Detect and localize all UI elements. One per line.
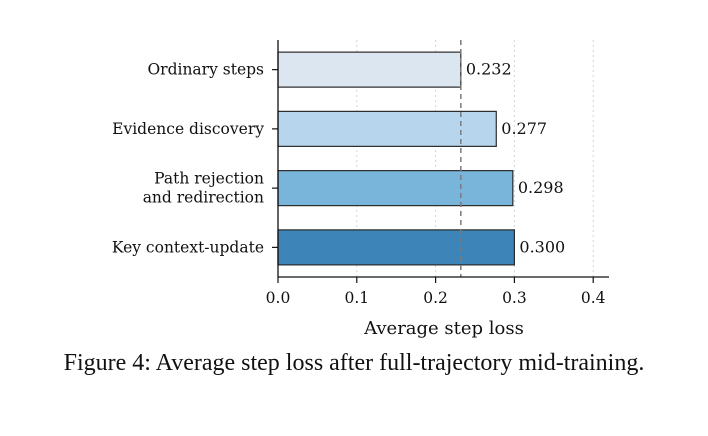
figure-caption: Figure 4: Average step loss after full-t… xyxy=(63,350,645,376)
x-tick-label-4: 0.4 xyxy=(581,289,606,307)
category-label-line: Evidence discovery xyxy=(112,120,264,138)
value-label-2: 0.298 xyxy=(518,178,564,197)
value-label-0: 0.232 xyxy=(466,60,512,79)
x-axis-title: Average step loss xyxy=(363,318,524,339)
labels: 0.232 Ordinary steps 0.277 Evidence discove… xyxy=(112,60,606,307)
value-label-3: 0.300 xyxy=(519,237,565,256)
category-label-0: Ordinary steps xyxy=(147,61,264,79)
category-label-3: Key context-update xyxy=(112,238,264,256)
category-label-1: Evidence discovery xyxy=(112,120,264,138)
category-label-line: Ordinary steps xyxy=(147,61,264,79)
category-label-line: Key context-update xyxy=(112,238,264,256)
x-tick-label-3: 0.3 xyxy=(502,289,527,307)
bar-2 xyxy=(277,170,514,207)
category-label-line: Path rejection xyxy=(154,170,264,188)
bar-0 xyxy=(277,51,462,88)
axes xyxy=(272,40,609,283)
x-tick-label-1: 0.1 xyxy=(344,289,369,307)
category-label-2: Path rejection and redirection xyxy=(143,170,264,207)
bar-3 xyxy=(277,229,515,266)
bar-1 xyxy=(277,110,497,147)
bars xyxy=(277,51,515,266)
x-tick-label-2: 0.2 xyxy=(423,289,448,307)
x-tick-label-0: 0.0 xyxy=(266,289,291,307)
category-label-line: and redirection xyxy=(143,189,264,207)
value-label-1: 0.277 xyxy=(501,119,547,138)
